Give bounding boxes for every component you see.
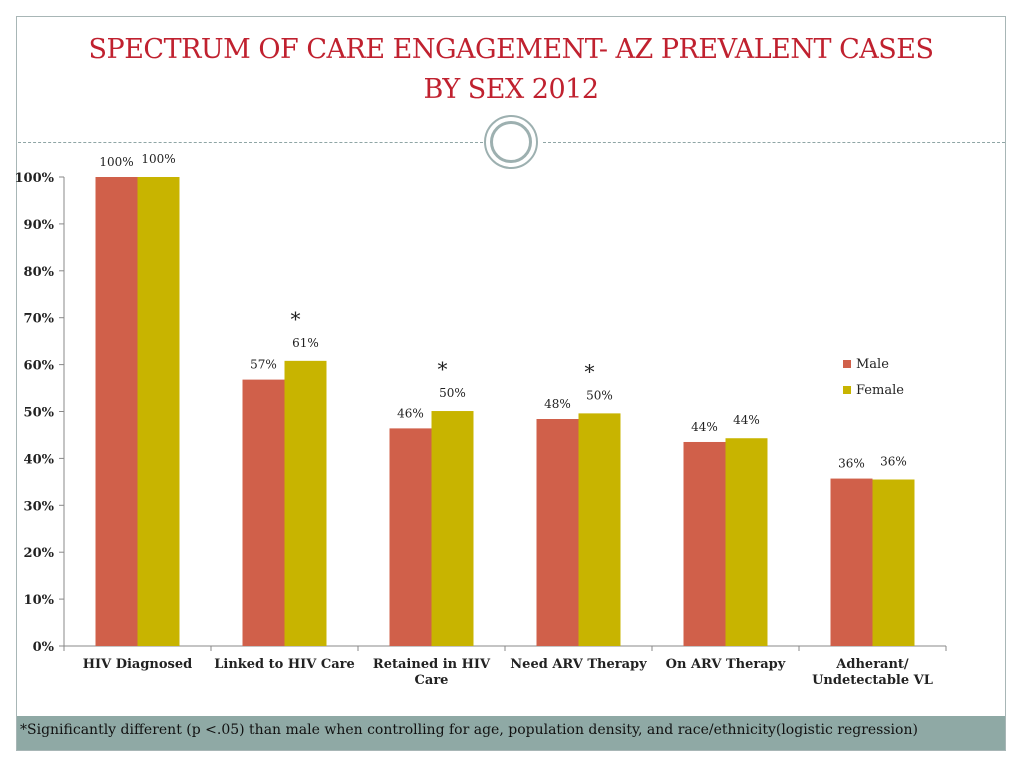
legend-swatch-female <box>843 386 851 394</box>
divider-left <box>18 142 483 143</box>
y-tick-label: 20% <box>24 546 55 561</box>
y-tick-label: 40% <box>24 452 55 467</box>
data-label-female: 50% <box>586 388 613 402</box>
data-label-male: 44% <box>691 420 718 434</box>
legend-label-male: Male <box>856 357 889 372</box>
slide-frame <box>16 16 1006 751</box>
bar-female <box>137 177 180 646</box>
x-tick-label: Need ARV Therapy <box>510 657 647 672</box>
y-tick-label: 90% <box>24 218 55 233</box>
y-tick-label: 50% <box>24 406 55 421</box>
bar-female <box>872 479 915 646</box>
bar-female <box>431 411 474 646</box>
x-tick-label: HIV Diagnosed <box>83 657 193 672</box>
x-tick-label: Care <box>415 673 449 688</box>
bar-male <box>830 478 873 646</box>
x-tick-label: Linked to HIV Care <box>214 657 355 672</box>
data-label-female: 36% <box>880 455 907 469</box>
y-tick-label: 100% <box>15 171 55 186</box>
chart-title-line2: BY SEX 2012 <box>423 74 600 105</box>
bar-female <box>284 360 327 646</box>
legend-swatch-male <box>843 360 851 368</box>
bar-male <box>536 419 579 646</box>
data-label-male: 100% <box>99 155 133 169</box>
significance-marker: * <box>438 357 448 381</box>
bar-female <box>725 438 768 646</box>
bar-male <box>389 428 432 646</box>
y-tick-label: 60% <box>24 359 55 374</box>
chart-title-line1: SPECTRUM OF CARE ENGAGEMENT- AZ PREVALEN… <box>88 34 934 65</box>
x-tick-label: On ARV Therapy <box>666 657 786 672</box>
data-label-male: 46% <box>397 406 424 420</box>
legend-label-female: Female <box>856 383 904 398</box>
data-label-female: 100% <box>141 152 175 166</box>
x-tick-label: Adherant/ <box>835 657 909 672</box>
data-label-male: 48% <box>544 397 571 411</box>
data-label-female: 44% <box>733 413 760 427</box>
chart-title: SPECTRUM OF CARE ENGAGEMENT- AZ PREVALEN… <box>30 30 992 110</box>
bar-male <box>683 441 726 646</box>
decorative-circle-icon <box>484 115 538 169</box>
y-tick-label: 80% <box>24 265 55 280</box>
y-tick-label: 30% <box>24 499 55 514</box>
decorative-circle-inner <box>490 121 532 163</box>
bar-male <box>242 379 285 646</box>
significance-marker: * <box>585 359 595 383</box>
y-tick-label: 0% <box>33 640 55 655</box>
y-tick-label: 70% <box>24 312 55 327</box>
significance-marker: * <box>291 307 301 331</box>
data-label-female: 50% <box>439 386 466 400</box>
footnote-bar <box>17 716 1005 750</box>
x-tick-label: Undetectable VL <box>812 673 933 688</box>
data-label-male: 57% <box>250 358 277 372</box>
data-label-male: 36% <box>838 457 865 471</box>
x-tick-label: Retained in HIV <box>373 657 491 672</box>
bar-female <box>578 413 621 646</box>
footnote-text: *Significantly different (p <.05) than m… <box>20 722 918 738</box>
divider-right <box>543 142 1005 143</box>
bar-male <box>95 177 138 646</box>
y-tick-label: 10% <box>24 593 55 608</box>
data-label-female: 61% <box>292 336 319 350</box>
